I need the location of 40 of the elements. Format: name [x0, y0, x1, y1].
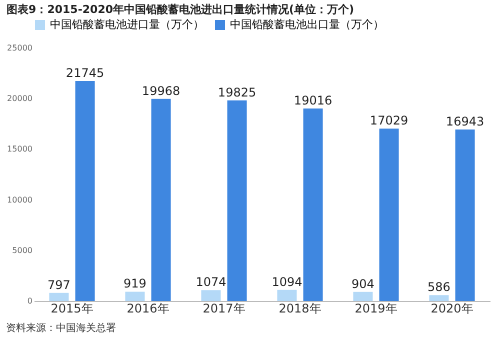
y-tick-label: 15000	[7, 144, 32, 154]
x-tick-label: 2019年	[354, 302, 398, 316]
legend-label: 中国铅酸蓄电池出口量（万个）	[230, 18, 384, 31]
legend-label: 中国铅酸蓄电池进口量（万个）	[50, 18, 204, 31]
data-label: 1074	[196, 275, 226, 290]
bar	[455, 130, 475, 301]
bar	[201, 290, 221, 301]
data-label: 904	[352, 276, 374, 291]
bar	[75, 80, 95, 301]
x-tick-label: 2018年	[278, 302, 322, 316]
x-tick-label: 2015年	[50, 302, 94, 316]
bar	[303, 108, 323, 301]
y-tick-label: 5000	[12, 246, 32, 255]
bar	[151, 98, 171, 301]
bar	[49, 292, 69, 301]
chart-title: 图表9：2015-2020年中国铅酸蓄电池进出口量统计情况(单位：万个)	[6, 3, 354, 16]
bar	[125, 292, 145, 301]
data-label: 1094	[272, 274, 302, 289]
data-label: 17029	[370, 114, 408, 128]
bar	[277, 290, 297, 301]
y-tick-label: 0	[27, 296, 32, 306]
data-label: 21745	[66, 66, 104, 80]
bar	[429, 295, 449, 301]
x-tick-label: 2016年	[126, 302, 170, 316]
bar	[353, 292, 373, 301]
bar	[227, 100, 247, 301]
text: 资料来源：中国海关总署	[5, 322, 116, 336]
data-label: 19968	[142, 84, 180, 98]
data-label: 19016	[294, 94, 332, 108]
data-label: 19825	[218, 85, 256, 100]
x-tick-label: 2020年	[430, 302, 474, 316]
data-label: 586	[428, 280, 450, 294]
y-tick-label: 10000	[7, 195, 32, 204]
bar	[379, 128, 399, 301]
x-tick-label: 2017年	[202, 302, 246, 316]
data-label: 16943	[446, 114, 484, 129]
data-label: 797	[48, 278, 70, 292]
y-tick-label: 25000	[7, 44, 32, 52]
data-label: 919	[124, 276, 146, 291]
y-tick-label: 20000	[7, 94, 32, 104]
